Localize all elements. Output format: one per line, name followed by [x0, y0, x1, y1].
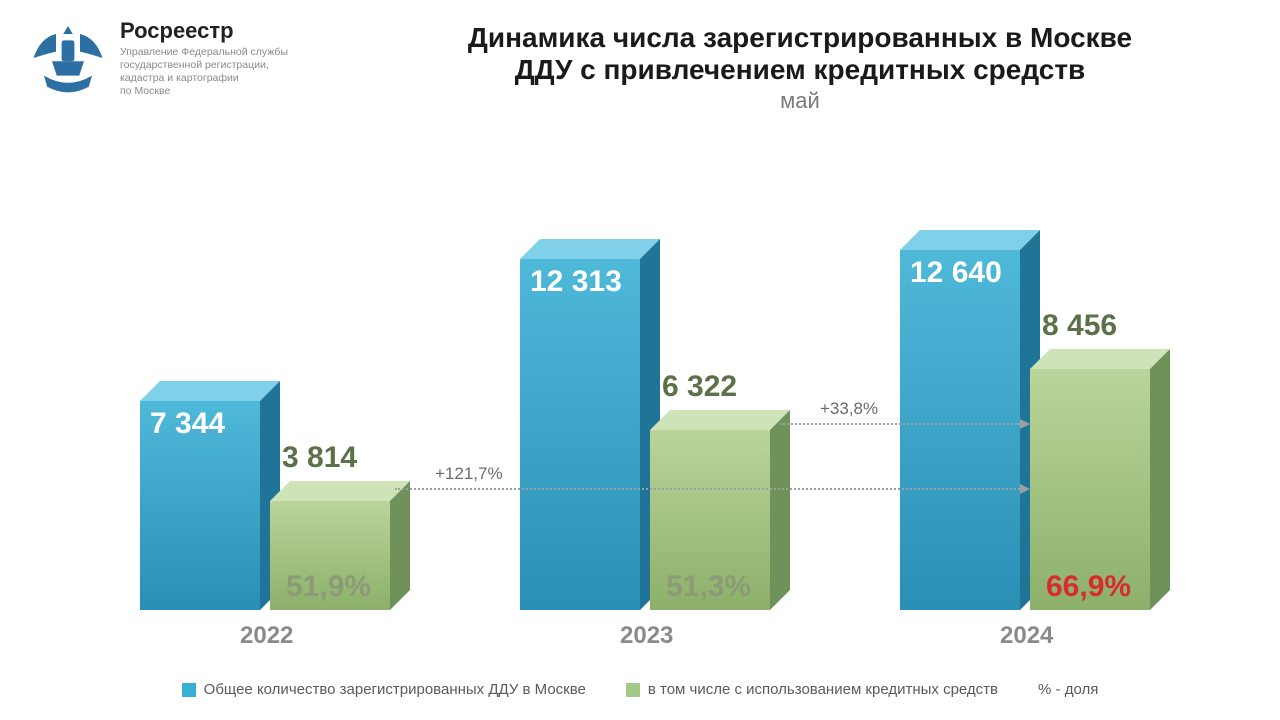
growth-arrow [395, 488, 1020, 490]
legend-label-credit: в том числе с использованием кредитных с… [648, 681, 998, 698]
value-label-credit: 3 814 [282, 441, 357, 475]
legend-swatch-total [182, 683, 196, 697]
value-label-credit: 8 456 [1042, 309, 1117, 343]
year-label: 2023 [620, 622, 673, 650]
logo-text: Росреестр Управление Федеральной службы … [120, 18, 288, 99]
value-label-total: 7 344 [150, 407, 225, 441]
arrow-head-icon [1020, 419, 1030, 429]
value-label-total: 12 640 [910, 256, 1002, 290]
pct-label: 66,9% [1046, 570, 1131, 604]
pct-label: 51,9% [286, 570, 371, 604]
growth-text: +33,8% [820, 399, 878, 419]
eagle-icon [28, 18, 108, 98]
value-label-total: 12 313 [530, 265, 622, 299]
page-title: Динамика числа зарегистрированных в Моск… [348, 22, 1252, 86]
pct-label: 51,3% [666, 570, 751, 604]
year-label: 2022 [240, 622, 293, 650]
legend: Общее количество зарегистрированных ДДУ … [0, 681, 1280, 698]
logo-block: Росреестр Управление Федеральной службы … [28, 18, 348, 99]
year-label: 2024 [1000, 622, 1053, 650]
value-label-credit: 6 322 [662, 370, 737, 404]
header: Росреестр Управление Федеральной службы … [0, 0, 1280, 114]
legend-swatch-credit [626, 683, 640, 697]
arrow-head-icon [1020, 484, 1030, 494]
logo-brand: Росреестр [120, 18, 288, 44]
title-block: Динамика числа зарегистрированных в Моск… [348, 18, 1252, 114]
legend-label-pct: % - доля [1038, 681, 1098, 698]
legend-label-total: Общее количество зарегистрированных ДДУ … [204, 681, 586, 698]
bar-chart: 7 3443 81451,9%202212 3136 32251,3%20231… [60, 150, 1220, 610]
growth-arrow [780, 423, 1020, 425]
legend-item-credit: в том числе с использованием кредитных с… [626, 681, 998, 698]
legend-item-total: Общее количество зарегистрированных ДДУ … [182, 681, 586, 698]
legend-item-pct: % - доля [1038, 681, 1098, 698]
logo-sub: Управление Федеральной службы государств… [120, 46, 288, 99]
growth-text: +121,7% [435, 464, 503, 484]
page-subtitle: май [348, 88, 1252, 114]
